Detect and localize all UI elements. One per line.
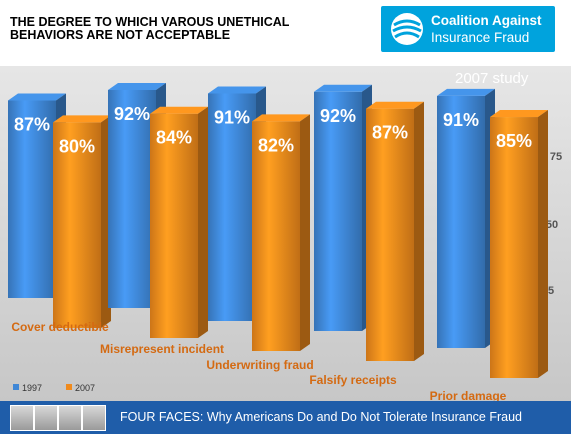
data-label-1997: 91% bbox=[214, 108, 250, 128]
coalition-logo: Coalition Against Insurance Fraud bbox=[381, 6, 555, 52]
title-line-1: THE DEGREE TO WHICH VAROUS UNETHICAL bbox=[10, 15, 290, 29]
category-label: Cover deductible bbox=[11, 320, 109, 334]
face-photo-1 bbox=[10, 405, 34, 431]
bar-2007-top bbox=[150, 106, 208, 114]
data-label-2007: 80% bbox=[59, 136, 95, 156]
legend-label-2007: 2007 bbox=[75, 383, 95, 393]
logo-text-line-1: Coalition Against bbox=[431, 13, 542, 28]
data-label-2007: 85% bbox=[496, 131, 532, 151]
y-tick-label: 75 bbox=[550, 151, 562, 163]
bar-2007-top bbox=[53, 115, 111, 123]
bar-2007-top bbox=[252, 114, 310, 122]
logo-text-line-2: Insurance Fraud bbox=[431, 30, 530, 45]
footer-text: FOUR FACES: Why Americans Do and Do Not … bbox=[120, 410, 523, 424]
header: THE DEGREE TO WHICH VAROUS UNETHICAL BEH… bbox=[0, 0, 571, 66]
bar-2007 bbox=[53, 122, 101, 329]
bar-2007 bbox=[490, 117, 538, 379]
legend-label-1997: 1997 bbox=[22, 383, 42, 393]
bar-2007-top bbox=[366, 101, 424, 109]
bar-1997 bbox=[8, 100, 56, 298]
bar-2007 bbox=[150, 113, 198, 338]
category-label: Prior damage bbox=[430, 389, 507, 401]
category-label: Falsify receipts bbox=[309, 373, 397, 387]
category-label: Underwriting fraud bbox=[206, 358, 313, 372]
data-label-2007: 84% bbox=[156, 128, 192, 148]
face-photo-4 bbox=[82, 405, 106, 431]
bar-1997-top bbox=[208, 86, 266, 94]
face-photo-2 bbox=[34, 405, 58, 431]
data-label-1997: 91% bbox=[443, 110, 479, 130]
bar-2007-side bbox=[538, 110, 548, 379]
bar-1997-top bbox=[437, 88, 495, 96]
chart-area: 755025087%80%92%84%91%82%92%87%91%85%Cov… bbox=[0, 66, 571, 401]
bar-chart: 755025087%80%92%84%91%82%92%87%91%85%Cov… bbox=[8, 82, 562, 401]
category-label: Misrepresent incident bbox=[100, 342, 224, 356]
bar-2007 bbox=[252, 121, 300, 352]
face-photo-3 bbox=[58, 405, 82, 431]
bar-1997 bbox=[208, 93, 256, 321]
legend-swatch-2007 bbox=[66, 384, 72, 390]
bar-2007 bbox=[366, 108, 414, 361]
wave-logo-icon bbox=[391, 13, 423, 45]
data-label-2007: 87% bbox=[372, 123, 408, 143]
study-label: 2007 study bbox=[455, 70, 529, 87]
chart-title: THE DEGREE TO WHICH VAROUS UNETHICAL BEH… bbox=[10, 16, 370, 42]
title-line-2: BEHAVIORS ARE NOT ACCEPTABLE bbox=[10, 28, 231, 42]
data-label-1997: 92% bbox=[114, 104, 150, 124]
footer: FOUR FACES: Why Americans Do and Do Not … bbox=[0, 401, 571, 434]
y-tick-label: 50 bbox=[546, 219, 558, 231]
legend-swatch-1997 bbox=[13, 384, 19, 390]
data-label-1997: 92% bbox=[320, 106, 356, 126]
bar-2007-side bbox=[300, 114, 310, 352]
bar-1997 bbox=[314, 91, 362, 331]
bar-2007-side bbox=[198, 106, 208, 338]
bar-1997-top bbox=[314, 84, 372, 92]
data-label-1997: 87% bbox=[14, 115, 50, 135]
bar-1997-top bbox=[8, 93, 66, 101]
bar-1997 bbox=[437, 95, 485, 349]
bar-1997-top bbox=[108, 82, 166, 90]
bar-2007-top bbox=[490, 110, 548, 118]
bar-1997 bbox=[108, 89, 156, 309]
bar-2007-side bbox=[414, 101, 424, 361]
data-label-2007: 82% bbox=[258, 135, 294, 155]
